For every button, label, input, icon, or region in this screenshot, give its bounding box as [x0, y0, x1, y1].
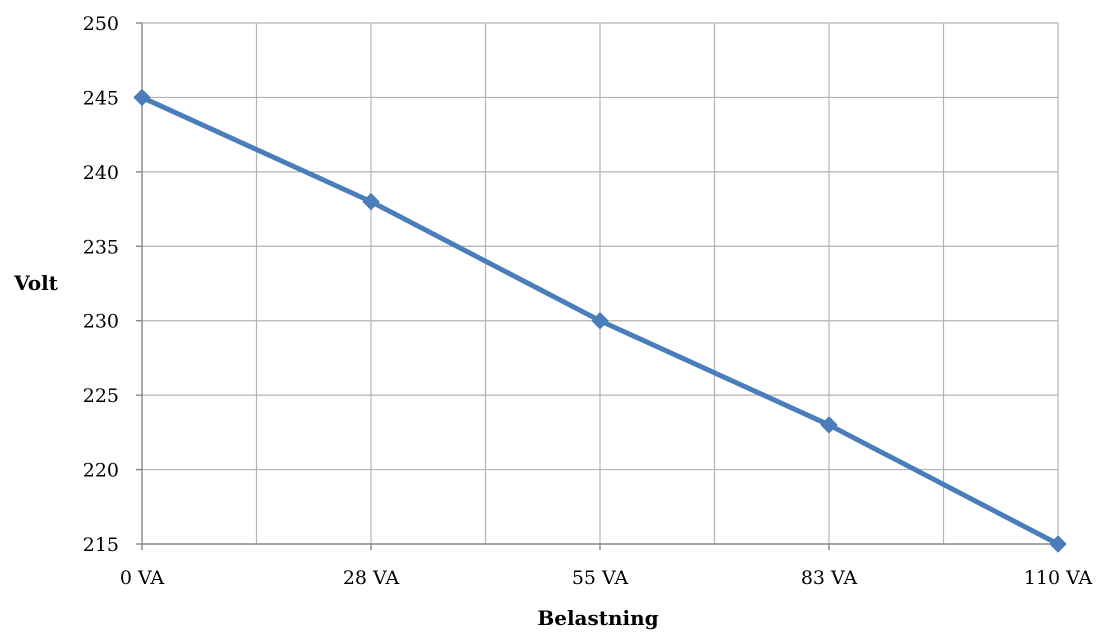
x-tick-label: 0 VA	[120, 567, 165, 589]
y-tick-label: 215	[83, 534, 119, 556]
x-axis-title: Belastning	[537, 606, 658, 630]
data-point-marker	[133, 88, 151, 107]
x-tick-label: 28 VA	[343, 567, 400, 589]
x-tick-label: 110 VA	[1024, 567, 1093, 589]
y-tick-label: 230	[83, 311, 119, 333]
data-point-marker	[820, 416, 838, 434]
x-tick-label: 83 VA	[801, 567, 858, 589]
series-group	[133, 88, 1067, 553]
y-axis-title: Volt	[13, 271, 59, 295]
data-point-marker	[362, 192, 380, 211]
data-point-marker	[1049, 535, 1067, 553]
y-tick-label: 220	[83, 460, 119, 482]
grid	[142, 22, 1059, 544]
x-axis-ticks: 0 VA 28 VA 55 VA 83 VA 110 VA	[120, 544, 1093, 589]
data-point-marker	[591, 312, 609, 330]
x-tick-label: 55 VA	[572, 567, 629, 589]
y-axis-ticks: 215 220 225 230 235 240 245 250	[83, 13, 142, 556]
y-tick-label: 235	[83, 236, 119, 258]
y-tick-label: 240	[83, 162, 119, 184]
y-tick-label: 250	[83, 13, 119, 35]
y-tick-label: 245	[83, 87, 119, 109]
y-tick-label: 225	[83, 385, 119, 407]
